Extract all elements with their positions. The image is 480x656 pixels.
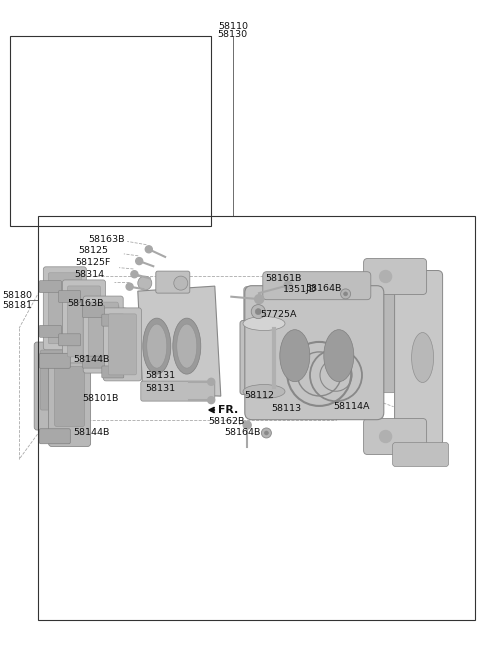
Text: 58125: 58125 bbox=[79, 246, 108, 255]
Bar bbox=[38, 216, 475, 620]
Text: 58180: 58180 bbox=[2, 291, 32, 300]
Text: 58144B: 58144B bbox=[73, 428, 109, 438]
FancyBboxPatch shape bbox=[156, 271, 190, 293]
FancyBboxPatch shape bbox=[59, 334, 81, 346]
Circle shape bbox=[126, 283, 133, 290]
Ellipse shape bbox=[243, 384, 285, 399]
FancyBboxPatch shape bbox=[59, 291, 81, 302]
Circle shape bbox=[297, 352, 341, 396]
FancyBboxPatch shape bbox=[240, 321, 288, 394]
FancyBboxPatch shape bbox=[62, 280, 106, 363]
Text: 58125F: 58125F bbox=[75, 258, 111, 267]
Text: 57725A: 57725A bbox=[261, 310, 297, 319]
FancyBboxPatch shape bbox=[141, 381, 215, 401]
Ellipse shape bbox=[412, 333, 433, 382]
Text: 58161B: 58161B bbox=[265, 274, 301, 283]
FancyBboxPatch shape bbox=[83, 306, 105, 318]
Text: 58131: 58131 bbox=[145, 371, 175, 380]
Circle shape bbox=[208, 379, 215, 385]
Circle shape bbox=[380, 430, 392, 443]
FancyBboxPatch shape bbox=[245, 285, 384, 420]
FancyBboxPatch shape bbox=[376, 287, 396, 393]
FancyBboxPatch shape bbox=[244, 287, 264, 393]
Circle shape bbox=[131, 271, 138, 277]
Text: 58164B: 58164B bbox=[305, 284, 341, 293]
Circle shape bbox=[344, 292, 348, 296]
Ellipse shape bbox=[143, 318, 171, 374]
Ellipse shape bbox=[147, 324, 167, 368]
FancyBboxPatch shape bbox=[48, 273, 81, 344]
Text: 58181: 58181 bbox=[2, 300, 32, 310]
FancyBboxPatch shape bbox=[393, 443, 449, 466]
FancyBboxPatch shape bbox=[48, 358, 91, 447]
Polygon shape bbox=[138, 286, 221, 396]
Circle shape bbox=[380, 270, 392, 283]
Text: 1351JD: 1351JD bbox=[283, 285, 317, 294]
FancyBboxPatch shape bbox=[108, 314, 136, 375]
Circle shape bbox=[255, 308, 261, 315]
Bar bbox=[10, 36, 211, 226]
Text: 58101B: 58101B bbox=[83, 394, 119, 403]
Ellipse shape bbox=[243, 317, 285, 331]
FancyBboxPatch shape bbox=[39, 281, 61, 293]
FancyBboxPatch shape bbox=[39, 429, 70, 443]
Circle shape bbox=[208, 397, 215, 403]
FancyBboxPatch shape bbox=[43, 267, 86, 350]
FancyBboxPatch shape bbox=[39, 325, 61, 337]
FancyBboxPatch shape bbox=[88, 302, 118, 367]
FancyBboxPatch shape bbox=[39, 354, 70, 368]
Text: 58114A: 58114A bbox=[334, 402, 370, 411]
Ellipse shape bbox=[324, 330, 354, 382]
FancyBboxPatch shape bbox=[68, 286, 100, 357]
Circle shape bbox=[341, 289, 350, 299]
Text: 58163B: 58163B bbox=[67, 299, 104, 308]
Circle shape bbox=[262, 428, 271, 438]
Text: 58130: 58130 bbox=[218, 30, 248, 39]
Ellipse shape bbox=[280, 330, 310, 382]
Text: 58314: 58314 bbox=[74, 270, 105, 279]
Circle shape bbox=[264, 431, 268, 435]
Circle shape bbox=[320, 359, 352, 391]
Circle shape bbox=[138, 276, 152, 290]
Circle shape bbox=[251, 304, 265, 319]
FancyBboxPatch shape bbox=[395, 270, 443, 445]
FancyBboxPatch shape bbox=[263, 272, 371, 300]
FancyBboxPatch shape bbox=[102, 366, 124, 378]
Circle shape bbox=[243, 421, 251, 429]
Circle shape bbox=[310, 349, 362, 401]
Text: 58164B: 58164B bbox=[225, 428, 261, 438]
Text: 58112: 58112 bbox=[244, 391, 274, 400]
Text: 58110: 58110 bbox=[218, 22, 248, 31]
FancyBboxPatch shape bbox=[364, 419, 427, 455]
FancyBboxPatch shape bbox=[40, 350, 70, 410]
Circle shape bbox=[287, 342, 351, 406]
Circle shape bbox=[174, 276, 188, 290]
Text: FR.: FR. bbox=[218, 405, 239, 415]
Ellipse shape bbox=[177, 324, 197, 368]
Text: 58144B: 58144B bbox=[73, 355, 109, 364]
Text: 58113: 58113 bbox=[271, 403, 301, 413]
Text: 58163B: 58163B bbox=[88, 235, 125, 244]
FancyBboxPatch shape bbox=[103, 308, 142, 381]
FancyBboxPatch shape bbox=[55, 367, 84, 426]
Text: 58131: 58131 bbox=[145, 384, 175, 393]
Circle shape bbox=[136, 258, 143, 264]
Text: 58162B: 58162B bbox=[208, 417, 244, 426]
Circle shape bbox=[145, 246, 152, 253]
FancyBboxPatch shape bbox=[102, 314, 124, 326]
FancyBboxPatch shape bbox=[364, 258, 427, 295]
Circle shape bbox=[112, 304, 119, 310]
Circle shape bbox=[255, 295, 264, 304]
Ellipse shape bbox=[173, 318, 201, 374]
Circle shape bbox=[297, 352, 341, 396]
Circle shape bbox=[284, 281, 292, 289]
FancyBboxPatch shape bbox=[34, 342, 76, 430]
FancyBboxPatch shape bbox=[83, 296, 123, 373]
FancyBboxPatch shape bbox=[83, 356, 105, 368]
